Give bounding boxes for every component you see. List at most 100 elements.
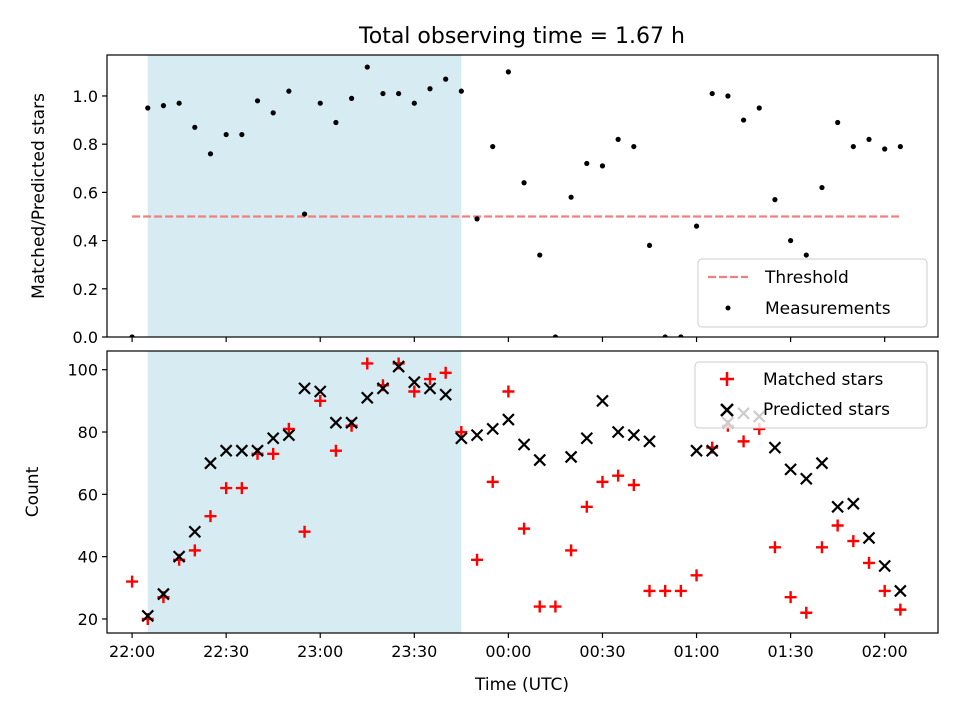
measurement-point	[380, 90, 386, 97]
bottom-y-axis: 20 40 60 80 100	[67, 361, 107, 629]
matched-star-point	[361, 357, 374, 370]
measurement-point	[803, 252, 809, 258]
predicted-star-point	[533, 453, 547, 467]
measurement-point	[286, 88, 292, 94]
predicted-star-point	[894, 584, 907, 598]
measurement-point	[317, 100, 323, 106]
matched-star-point	[863, 556, 876, 569]
matched-star-point	[282, 422, 295, 435]
predicted-star-point	[219, 444, 233, 457]
matched-star-point	[659, 584, 672, 597]
measurement-point	[537, 252, 543, 258]
matched-star-point	[784, 591, 797, 604]
measurement-point	[490, 143, 496, 150]
measurement-point	[631, 143, 637, 150]
matched-star-point	[314, 394, 327, 407]
predicted-star-point	[502, 413, 515, 426]
matched-star-point	[518, 522, 531, 535]
matched-star-point	[204, 510, 217, 523]
matched-star-point	[549, 600, 562, 613]
bottom-axes-frame	[106, 350, 939, 634]
bottom-y-tick-label: 100	[67, 361, 98, 380]
bottom-x-tick-label: 02:00	[862, 642, 908, 661]
measurement-point	[239, 131, 245, 138]
bottom-y-tick-label: 80	[78, 423, 98, 442]
matched-star-point	[423, 373, 436, 386]
measurement-point	[568, 194, 574, 200]
measurements-series	[129, 64, 903, 337]
matched-star-point	[565, 544, 578, 557]
legend-matched-label: Matched stars	[763, 370, 883, 390]
bottom-x-tick-label: 23:30	[391, 642, 437, 661]
predicted-star-point	[298, 382, 311, 395]
bottom-x-tick-label: 01:30	[768, 642, 814, 661]
bottom-x-tick-label: 01:00	[673, 642, 719, 661]
bottom-shaded-span	[147, 351, 462, 633]
predicted-star-point	[455, 431, 468, 445]
measurement-point	[270, 110, 276, 116]
measurement-point	[835, 119, 841, 126]
bottom-x-tick-label: 22:30	[203, 642, 249, 661]
bottom-legend: Matched stars Predicted stars	[694, 361, 928, 429]
bottom-y-tick-label: 60	[78, 485, 98, 504]
measurement-point	[740, 117, 747, 123]
top-y-tick-label: 0.6	[73, 183, 98, 202]
matched-star-point	[126, 575, 139, 588]
predicted-star-point	[831, 500, 844, 514]
matched-star-point	[408, 385, 421, 398]
measurement-point	[348, 95, 355, 101]
top-legend-box	[697, 258, 928, 328]
matched-star-point	[831, 519, 844, 532]
predicted-star-point	[878, 559, 891, 573]
measurement-point	[145, 105, 151, 111]
measurement-point	[552, 334, 559, 337]
predicted-star-point	[847, 497, 860, 510]
matched-star-point	[533, 600, 546, 613]
predicted-star-point	[408, 375, 421, 389]
top-y-axis: 0.0 0.2 0.4 0.6 0.8 1.0	[73, 87, 107, 347]
predicted-star-point	[517, 438, 531, 451]
predicted-star-point	[172, 550, 186, 563]
measurement-point	[725, 93, 731, 99]
measurement-point	[850, 143, 856, 150]
matched-star-point	[737, 435, 750, 448]
predicted-star-point	[376, 382, 390, 395]
measurement-point	[662, 334, 668, 337]
legend-matched-swatch	[720, 372, 734, 386]
predicted-star-point	[329, 416, 343, 429]
bottom-x-tick-label: 00:30	[579, 642, 625, 661]
predicted-star-point	[611, 425, 625, 439]
matched-star-point	[815, 541, 828, 554]
chart-title: Total observing time = 1.67 h	[358, 24, 685, 49]
measurement-point	[396, 90, 402, 97]
predicted-star-point	[235, 444, 249, 457]
matched-star-point	[878, 584, 891, 597]
measurement-point	[333, 119, 339, 126]
measurement-point	[772, 197, 778, 203]
measurement-point	[615, 136, 621, 142]
measurement-point	[427, 86, 433, 92]
predicted-star-point	[439, 388, 452, 401]
measurement-point	[505, 69, 511, 75]
top-y-tick-label: 0.2	[73, 280, 98, 299]
measurement-point	[599, 163, 606, 169]
measurement-point	[693, 223, 700, 229]
bottom-legend-box	[694, 361, 928, 429]
measurement-point	[882, 146, 888, 152]
predicted-star-point	[768, 441, 782, 454]
top-legend: Threshold Measurements	[697, 258, 928, 328]
bottom-x-axis: 22:00 22:30 23:00 23:30 00:00 00:30 01:00 01:30…	[109, 633, 908, 661]
bottom-y-axis-label: Count	[23, 466, 43, 517]
measurement-point	[866, 136, 872, 142]
measurement-point	[192, 124, 198, 130]
legend-predicted-swatch	[720, 403, 734, 417]
matched-star-point	[486, 475, 499, 488]
measurement-point	[254, 98, 261, 104]
top-x-axis	[131, 337, 886, 342]
measurement-point	[756, 105, 762, 111]
predicted-star-point	[423, 382, 437, 395]
measurement-point	[897, 143, 903, 150]
matched-star-point	[596, 475, 609, 488]
top-y-tick-label: 0.0	[73, 328, 98, 347]
measurement-point	[160, 103, 167, 109]
